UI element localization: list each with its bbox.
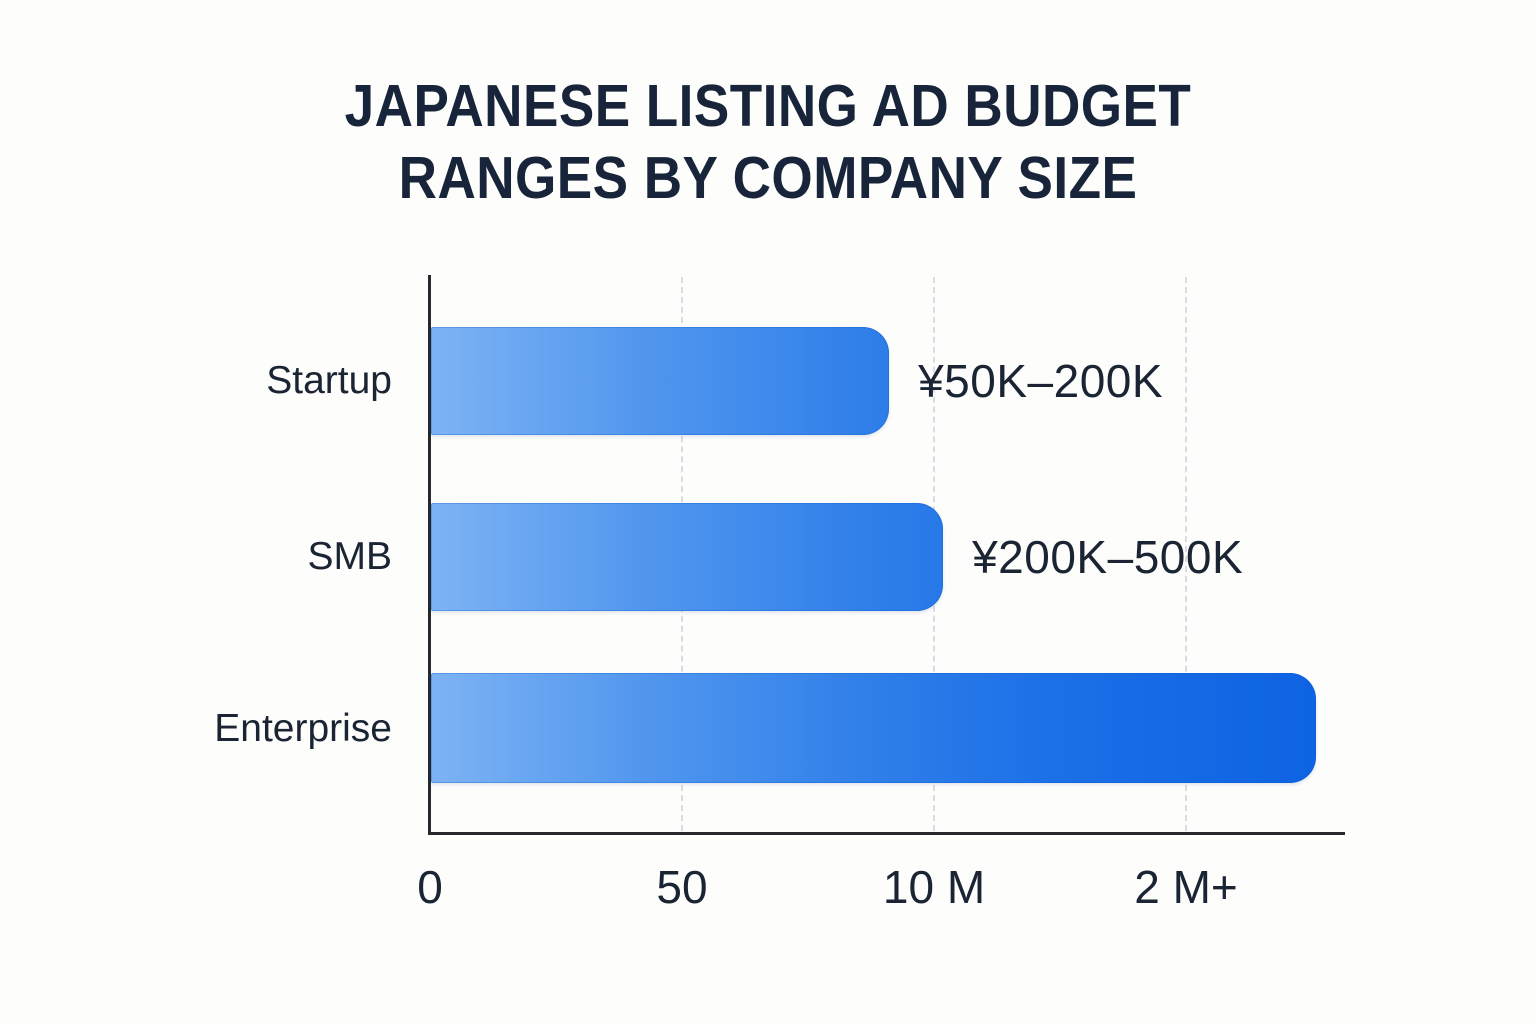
y-axis-line [428, 275, 431, 833]
x-axis-line [428, 832, 1345, 835]
category-label-startup: Startup [266, 359, 392, 402]
bar-startup [431, 327, 890, 435]
bar-enterprise [431, 673, 1316, 783]
gridline-2m-plus [1185, 277, 1187, 831]
value-label-smb: ¥200K–500K [972, 531, 1244, 583]
chart-title-line-2: RANGES BY COMPANY SIZE [398, 145, 1138, 211]
bar-smb [431, 503, 944, 611]
x-tick-0: 0 [417, 861, 443, 913]
chart-title: JAPANESE LISTING AD BUDGET RANGES BY COM… [0, 70, 1536, 214]
x-tick-2m-plus: 2 M+ [1134, 861, 1238, 913]
plot-area: ¥50K–200K ¥200K–500K 0 50 10 M 2 M+ [417, 275, 1345, 912]
category-label-smb: SMB [307, 535, 392, 578]
chart-title-line-1: JAPANESE LISTING AD BUDGET [344, 73, 1192, 139]
x-tick-10m: 10 M [882, 861, 986, 913]
value-label-startup: ¥50K–200K [918, 355, 1164, 407]
category-label-enterprise: Enterprise [214, 707, 392, 750]
x-tick-50: 50 [656, 861, 708, 913]
